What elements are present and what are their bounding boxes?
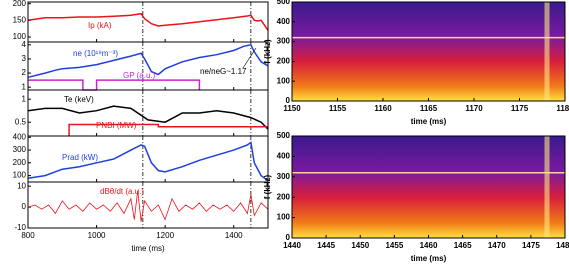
plot-frame (291, 135, 566, 239)
series-line (28, 79, 201, 91)
y-tick-label: 4 (22, 40, 27, 49)
y-tick-label: 300 (13, 145, 27, 154)
x-tick-label: 1200 (156, 231, 174, 240)
y-tick-label: 100 (277, 213, 291, 222)
x-tick-label: 800 (21, 231, 35, 240)
series-line (27, 105, 269, 130)
spectrogram-image (292, 136, 565, 238)
x-tick-label: 1455 (385, 241, 403, 250)
x-axis-label: time (ms) (411, 254, 447, 263)
x-tick-label: 1150 (283, 104, 301, 113)
plot-frame (291, 1, 566, 102)
y-tick-label: -10 (14, 223, 26, 232)
y-tick-label: 500 (277, 0, 291, 6)
y-tick-label: 150 (13, 15, 27, 24)
y-tick-label: 200 (13, 0, 27, 8)
x-tick-label: 1475 (522, 241, 540, 250)
y-tick-label: 100 (13, 171, 27, 180)
y-tick-label: 200 (277, 57, 291, 66)
x-tick-label: 1175 (511, 104, 529, 113)
y-tick-label: 2 (22, 68, 27, 77)
y-axis-label: f (kHz) (263, 174, 272, 199)
y-tick-label: 400 (13, 132, 27, 141)
spectrogram-image (292, 2, 565, 101)
series-label: ne (10¹⁹m⁻³) (73, 49, 118, 58)
y-tick-label: 0 (22, 202, 27, 211)
series-label: GP (a.u.) (123, 71, 156, 80)
series-line (27, 190, 269, 222)
y-tick-label: 300 (277, 172, 291, 181)
y-tick-label: 300 (277, 37, 291, 46)
y-tick-label: 400 (277, 152, 291, 161)
x-tick-label: 1400 (225, 231, 243, 240)
series-label: Te (keV) (64, 95, 94, 104)
series-line (27, 12, 269, 31)
x-tick-label: 1465 (454, 241, 472, 250)
series-line (68, 123, 268, 136)
x-tick-label: 1000 (88, 231, 106, 240)
series-label: Ip (kA) (88, 21, 112, 30)
y-tick-label: 400 (277, 17, 291, 26)
x-tick-label: 1460 (420, 241, 438, 250)
x-tick-label: 1155 (329, 104, 347, 113)
x-tick-label: 1180 (556, 104, 569, 113)
plot-frame (27, 181, 269, 229)
x-tick-label: 1470 (488, 241, 506, 250)
series-label: dBθ/dt (a.u.) (100, 187, 144, 196)
x-tick-label: 1450 (351, 241, 369, 250)
x-tick-label: 1170 (465, 104, 483, 113)
y-tick-label: 1 (22, 94, 27, 103)
y-tick-label: 200 (277, 192, 291, 201)
y-axis-label: f (kHz) (263, 39, 272, 64)
x-tick-label: 1160 (374, 104, 392, 113)
x-axis-label: time (ms) (131, 244, 165, 253)
series-label: PNBI (MW) (96, 121, 137, 130)
series-line (27, 43, 269, 79)
annotation: ne/neG~1.17 (200, 67, 247, 76)
y-tick-label: 100 (13, 32, 27, 41)
annotation-arrow (242, 47, 257, 69)
x-axis-label: time (ms) (411, 117, 447, 126)
x-tick-label: 1440 (283, 241, 301, 250)
y-tick-label: 0.5 (15, 117, 27, 126)
y-tick-label: 0 (286, 233, 291, 242)
x-tick-label: 1165 (420, 104, 438, 113)
y-tick-label: 10 (17, 181, 26, 190)
y-tick-label: 3 (22, 54, 27, 63)
series-line (27, 141, 269, 182)
y-tick-label: 100 (277, 76, 291, 85)
y-tick-label: 1 (22, 82, 27, 91)
x-tick-label: 1480 (556, 241, 569, 250)
y-tick-label: 0 (286, 96, 291, 105)
y-tick-label: 500 (277, 131, 291, 140)
x-tick-label: 1445 (317, 241, 335, 250)
y-tick-label: 200 (13, 158, 27, 167)
series-label: Prad (kW) (62, 153, 98, 162)
